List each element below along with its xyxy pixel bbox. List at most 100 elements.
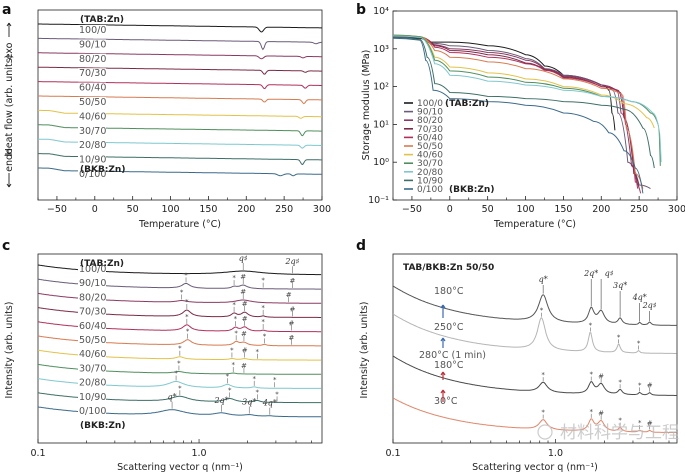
panel-c-xtick-label: 1.0 xyxy=(191,448,206,459)
panel-d-curve-2 xyxy=(392,355,677,396)
panel-a-label-bg xyxy=(78,125,106,136)
watermark-logo-icon xyxy=(537,424,553,440)
panel-d-annotation: 3q* xyxy=(613,281,627,290)
panel-d-star-marker: * xyxy=(617,333,621,341)
panel-a-header-tab: (TAB:Zn) xyxy=(80,15,124,25)
panel-d-star-marker: * xyxy=(541,371,545,379)
panel-c-star-marker: * xyxy=(177,360,181,368)
panel-a-label-bg xyxy=(78,140,106,151)
panel-b-ytick-label: 10¹ xyxy=(373,119,389,130)
panel-b-legend-label: 100/0 xyxy=(417,99,443,109)
panel-b-legend-label: 20/80 xyxy=(417,168,443,178)
panel-d-star-marker: * xyxy=(589,408,593,416)
panel-c-star-marker: * xyxy=(230,346,234,354)
panel-c-ylabel: Intensity (arb. units) xyxy=(4,302,15,399)
panel-c-star-marker: * xyxy=(186,328,190,336)
panel-a-xtick-label: 200 xyxy=(237,204,255,215)
panel-b-legend-label: 70/30 xyxy=(417,125,443,135)
panel-c-hash-marker: # xyxy=(242,347,248,355)
panel-d-arrow-icon xyxy=(440,304,446,318)
panel-a-label-bg xyxy=(78,68,106,79)
panel-b-ytick-label: 10² xyxy=(373,82,389,93)
panel-d-annotation: q* xyxy=(539,275,548,284)
panel-d-star-marker: * xyxy=(589,371,593,379)
panel-a-xtick-label: 150 xyxy=(199,204,217,215)
panel-b-plot: −50 0 50 100 150 200 250 300 10⁴ 10³ 10² 10¹ 10⁰ 10⁻¹… xyxy=(368,6,685,215)
panel-d-annotation: 2q♯ xyxy=(642,301,657,310)
panel-a-ylabel: Heat flow (arb. units) xyxy=(4,55,15,156)
panel-d-label-bg xyxy=(433,396,461,406)
panel-c-label-70-30: 70/30 xyxy=(79,307,106,318)
panel-d-star-marker: * xyxy=(589,322,593,330)
panel-a-curve-100-0 xyxy=(38,23,322,33)
panel-c-hash-marker: # xyxy=(289,305,295,313)
panel-c-star-marker: * xyxy=(252,375,256,383)
panel-c-hash-marker: # xyxy=(241,330,247,338)
panel-b-legend-label: 50/50 xyxy=(417,142,443,152)
panel-b-legend-label: 10/90 xyxy=(417,176,443,186)
panel-c-star-marker: * xyxy=(261,277,265,285)
panel-c-hash-marker: # xyxy=(286,291,292,299)
panel-d-xtick-label: 0.1 xyxy=(385,448,400,459)
panel-a-curve-60-40 xyxy=(38,81,322,90)
panel-d-curve-0 xyxy=(392,285,677,326)
panel-b-curve-60-40 xyxy=(392,35,642,194)
panel-c-star-marker: * xyxy=(273,376,277,384)
panel-a-ylabel-exo: exo xyxy=(4,42,15,59)
panel-c-star-marker: * xyxy=(256,348,260,356)
panel-c-annotation: 4q* xyxy=(262,399,277,408)
panel-c-label-bg xyxy=(78,363,106,374)
panel-c-label-bg xyxy=(78,278,106,289)
panel-c-star-marker: * xyxy=(174,369,178,377)
panel-c-star-marker: * xyxy=(261,318,265,326)
panel-a-plot: −50 0 50 100 150 200 250 300 100/0 90/10 80/20 70/3… xyxy=(37,15,331,215)
panel-b-curve-0-100 xyxy=(392,37,644,194)
panel-c-frame xyxy=(37,253,323,444)
panel-c-label-50-50: 50/50 xyxy=(79,335,106,346)
panel-c-annotation: q♯ xyxy=(239,254,248,263)
panel-a-ylabel-endo: endo xyxy=(4,148,15,172)
panel-a-xtick-label: 0 xyxy=(92,204,98,215)
panel-b-ytick-label: 10⁰ xyxy=(373,157,389,168)
panel-a-label-10-90: 10/90 xyxy=(79,155,106,166)
panel-d-annotation: 2q* xyxy=(583,269,598,278)
panel-a-label-100-0: 100/0 xyxy=(79,25,106,36)
panel-a-label-bg xyxy=(78,82,106,93)
panel-a-curve-80-20 xyxy=(38,52,322,60)
panel-a-label-50-50: 50/50 xyxy=(79,97,106,108)
panel-b-curve-40-60 xyxy=(392,34,655,129)
panel-a-xtick-label: 50 xyxy=(127,204,139,215)
panel-c-xtick-label: 0.1 xyxy=(30,448,45,459)
panel-a-label-bg xyxy=(78,97,106,107)
panel-c-star-marker: * xyxy=(185,298,189,306)
panel-a-label-bg xyxy=(78,169,106,179)
panel-a-xtick-label: 250 xyxy=(275,204,293,215)
panel-b-xlabel: Temperature (°C) xyxy=(493,219,576,230)
panel-d-hash-marker: # xyxy=(598,410,604,418)
panel-c-hash-marker: # xyxy=(289,334,295,342)
panel-c-annotation: q* xyxy=(168,393,177,402)
panel-a-label-0-100: 0/100 xyxy=(79,169,106,180)
panel-d-label-bg xyxy=(433,322,461,332)
panel-d-title: TAB/BKB:Zn 50/50 xyxy=(403,263,494,273)
panel-d-ylabel: Intensity (arb. units) xyxy=(359,302,370,399)
panel-a-header-bkb: (BKB:Zn) xyxy=(80,165,125,175)
panel-c-star-marker: * xyxy=(180,289,184,297)
panel-d-temp-label: 30°C xyxy=(434,396,458,407)
panel-c-label-bg xyxy=(78,292,106,303)
panel-b-legend-label: 40/60 xyxy=(417,151,443,161)
panel-c-star-marker: * xyxy=(263,332,267,340)
panel-b-xtick-label: 100 xyxy=(516,204,534,215)
panel-a-xtick-label: 300 xyxy=(313,204,331,215)
panel-a-label-40-60: 40/60 xyxy=(79,111,106,122)
panel-c-label-40-60: 40/60 xyxy=(79,349,106,360)
panel-a-curve-70-30 xyxy=(38,66,322,75)
panel-c-star-marker: * xyxy=(231,361,235,369)
panel-c-label-bg xyxy=(78,335,106,345)
panel-a-xtick-label: −50 xyxy=(47,204,67,215)
panel-d-temp-label: 180°C xyxy=(434,286,464,297)
panel-c-hash-marker: # xyxy=(289,277,295,285)
